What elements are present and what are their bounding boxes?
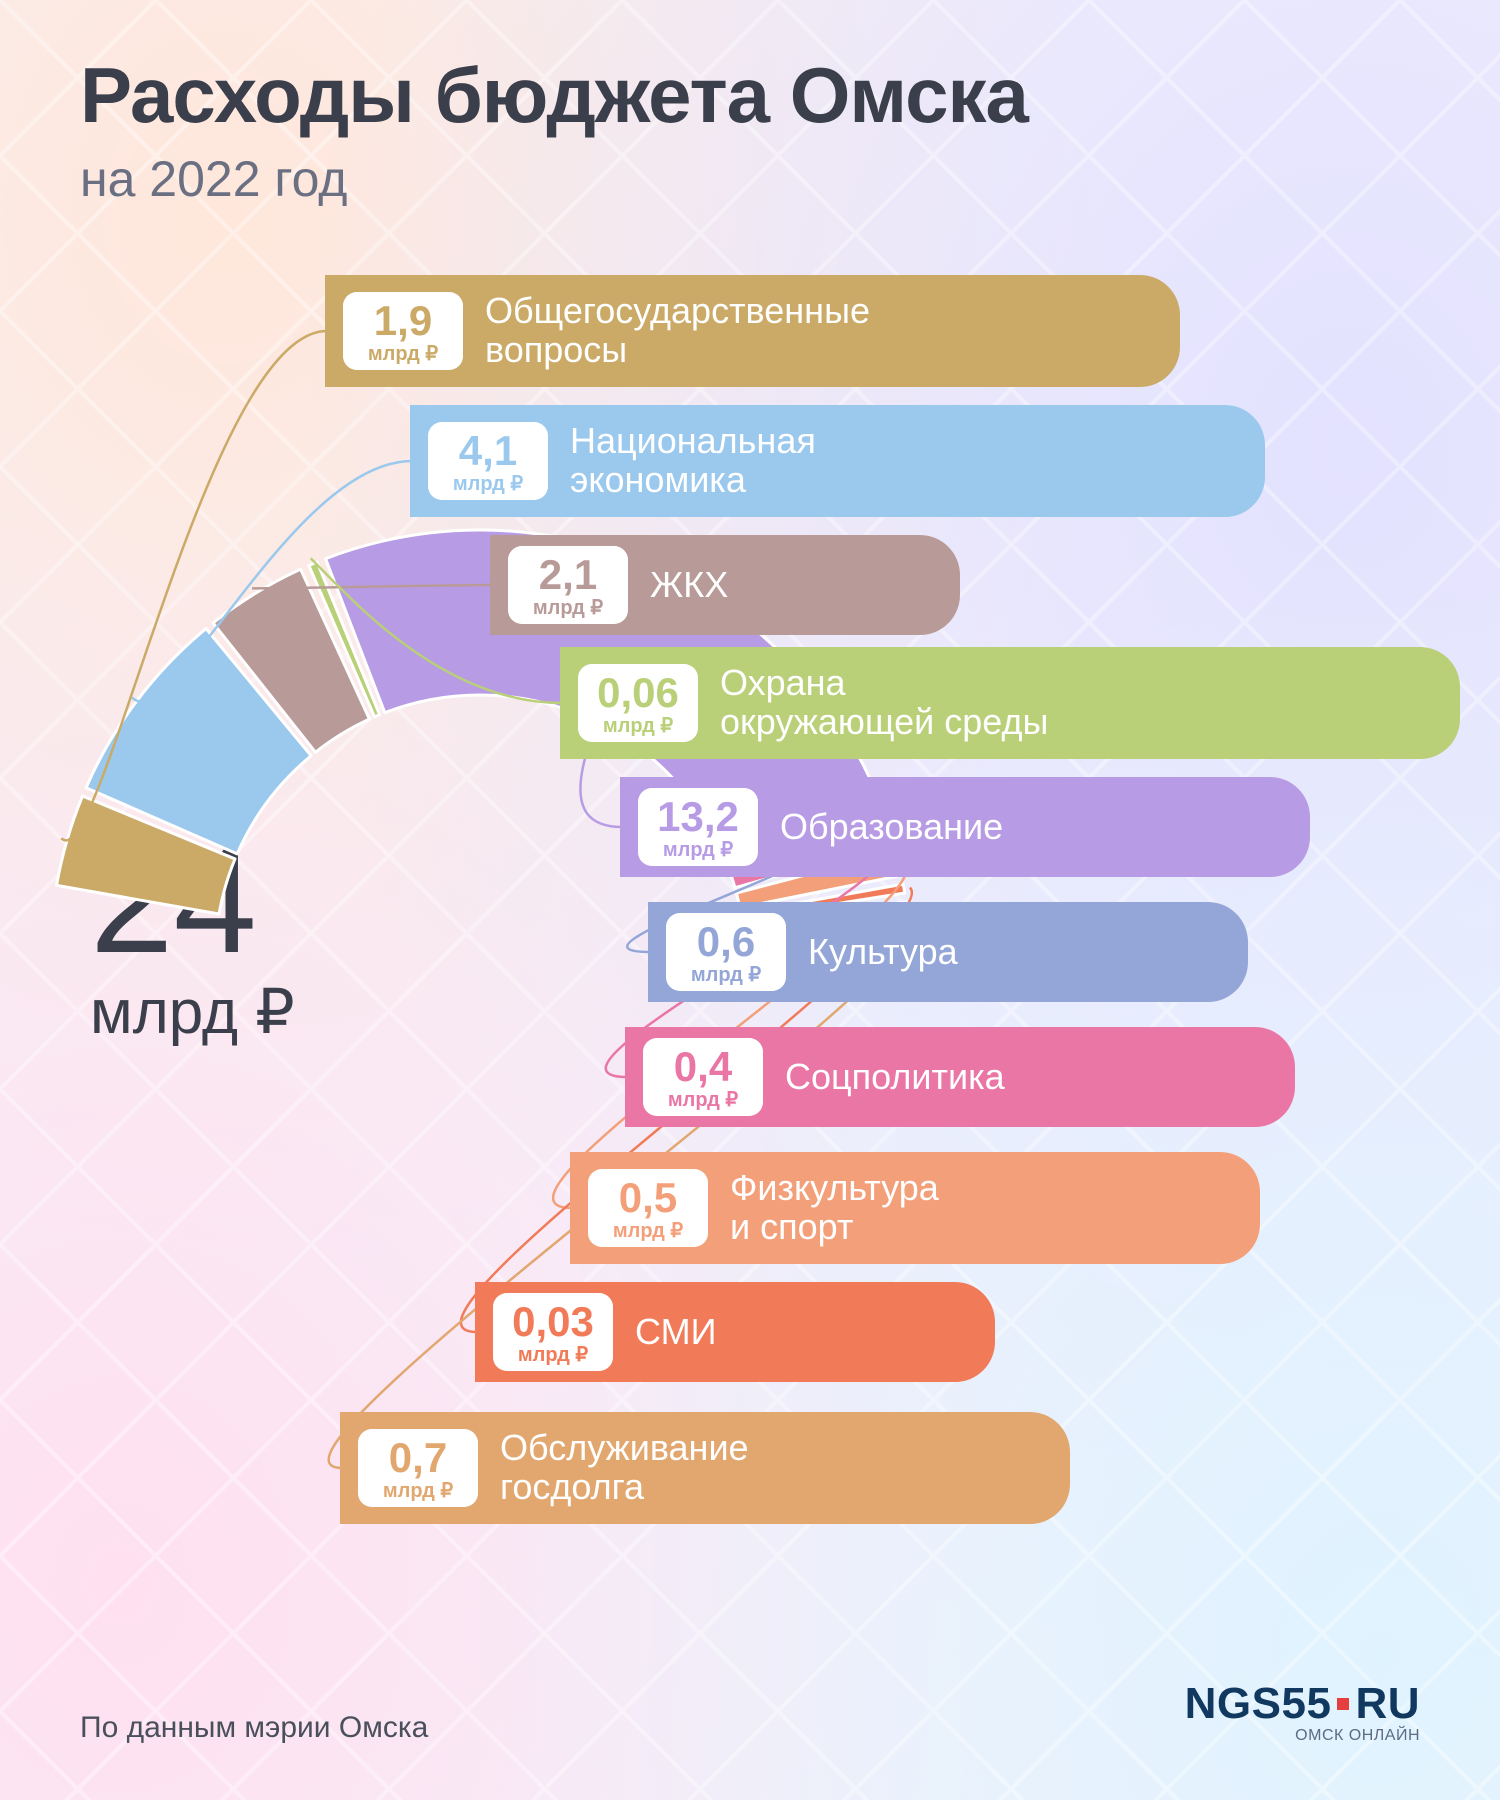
value-badge-econ: 4,1млрд ₽	[428, 422, 548, 500]
legend-bar-gov: 1,9млрд ₽ Общегосударственныевопросы	[325, 275, 1180, 387]
legend-bar-culture: 0,6млрд ₽ Культура	[648, 902, 1248, 1002]
legend-bar-env: 0,06млрд ₽ Охранаокружающей среды	[560, 647, 1460, 759]
value-number: 0,5	[619, 1177, 677, 1219]
donut-chart	[0, 0, 1500, 1800]
legend-label-env: Охранаокружающей среды	[720, 664, 1048, 742]
value-number: 13,2	[657, 796, 739, 838]
value-unit: млрд ₽	[691, 965, 761, 985]
legend-label-gov: Общегосударственныевопросы	[485, 292, 870, 370]
logo-tagline: ОМСК ОНЛАЙН	[1295, 1727, 1420, 1745]
value-number: 0,6	[697, 921, 755, 963]
legend-label-debt: Обслуживаниегосдолга	[500, 1429, 749, 1507]
value-number: 0,7	[389, 1437, 447, 1479]
value-badge-media: 0,03млрд ₽	[493, 1293, 613, 1371]
value-number: 0,4	[674, 1046, 732, 1088]
logo-dot-icon	[1337, 1698, 1349, 1710]
value-unit: млрд ₽	[533, 598, 603, 618]
value-number: 0,06	[597, 672, 679, 714]
value-number: 4,1	[459, 430, 517, 472]
value-unit: млрд ₽	[613, 1221, 683, 1241]
legend-label-culture: Культура	[808, 933, 958, 972]
logo-suffix: RU	[1355, 1679, 1420, 1729]
legend-bar-debt: 0,7млрд ₽ Обслуживаниегосдолга	[340, 1412, 1070, 1524]
logo-text: NGS55	[1185, 1679, 1332, 1729]
value-badge-sport: 0,5млрд ₽	[588, 1169, 708, 1247]
legend-label-zkh: ЖКХ	[650, 566, 728, 605]
value-number: 2,1	[539, 554, 597, 596]
site-logo: NGS55 RU ОМСК ОНЛАЙН	[1185, 1679, 1420, 1745]
value-number: 0,03	[512, 1301, 594, 1343]
value-badge-debt: 0,7млрд ₽	[358, 1429, 478, 1507]
value-unit: млрд ₽	[663, 840, 733, 860]
value-badge-culture: 0,6млрд ₽	[666, 913, 786, 991]
legend-bar-sport: 0,5млрд ₽ Физкультураи спорт	[570, 1152, 1260, 1264]
value-unit: млрд ₽	[518, 1345, 588, 1365]
legend-bar-media: 0,03млрд ₽ СМИ	[475, 1282, 995, 1382]
data-source: По данным мэрии Омска	[80, 1711, 428, 1745]
value-unit: млрд ₽	[368, 344, 438, 364]
value-unit: млрд ₽	[603, 716, 673, 736]
legend-bar-zkh: 2,1млрд ₽ ЖКХ	[490, 535, 960, 635]
value-badge-edu: 13,2млрд ₽	[638, 788, 758, 866]
legend-label-sport: Физкультураи спорт	[730, 1169, 939, 1247]
value-number: 1,9	[374, 300, 432, 342]
value-badge-zkh: 2,1млрд ₽	[508, 546, 628, 624]
value-badge-env: 0,06млрд ₽	[578, 664, 698, 742]
legend-bar-social: 0,4млрд ₽ Соцполитика	[625, 1027, 1295, 1127]
legend-label-econ: Национальнаяэкономика	[570, 422, 816, 500]
value-unit: млрд ₽	[453, 474, 523, 494]
legend-bar-econ: 4,1млрд ₽ Национальнаяэкономика	[410, 405, 1265, 517]
legend-label-media: СМИ	[635, 1313, 716, 1352]
legend-label-edu: Образование	[780, 808, 1003, 847]
value-badge-social: 0,4млрд ₽	[643, 1038, 763, 1116]
legend-label-social: Соцполитика	[785, 1058, 1005, 1097]
infographic-canvas: Расходы бюджета Омска на 2022 год 24 млр…	[0, 0, 1500, 1800]
value-unit: млрд ₽	[383, 1481, 453, 1501]
legend-bar-edu: 13,2млрд ₽ Образование	[620, 777, 1310, 877]
value-unit: млрд ₽	[668, 1090, 738, 1110]
value-badge-gov: 1,9млрд ₽	[343, 292, 463, 370]
